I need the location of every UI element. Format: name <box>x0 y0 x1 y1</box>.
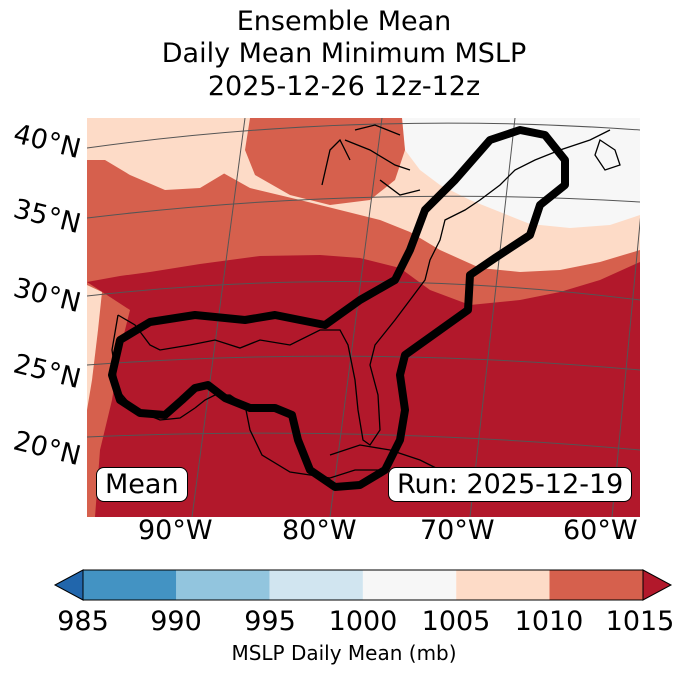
title-line-1: Ensemble Mean <box>236 6 452 37</box>
colorbar-tick-1015: 1015 <box>605 606 675 637</box>
colorbar-frame <box>82 569 644 601</box>
colorbar-995-1000 <box>269 570 363 600</box>
colorbar-extend-high <box>642 569 673 601</box>
mean-label-box: Mean <box>96 467 188 502</box>
colorbar-1010-1015 <box>549 570 643 600</box>
mean-contour <box>108 126 569 491</box>
meridian-80W <box>329 118 383 517</box>
band-1000-1005 <box>402 118 640 228</box>
parallel-25N <box>87 355 640 371</box>
parallel-30N <box>87 280 640 301</box>
lon-label-90w: 90°W <box>138 515 213 546</box>
run-date-box: Run: 2025-12-19 <box>388 467 633 502</box>
newfoundland <box>594 138 621 171</box>
band-1010-1015-nw <box>245 118 405 205</box>
band-1005-1010-west <box>87 285 102 410</box>
colorbar-990-995 <box>176 570 270 600</box>
lon-label-70w: 70°W <box>420 515 495 546</box>
lon-label-80w: 80°W <box>282 515 357 546</box>
great-lakes <box>321 124 421 196</box>
colorbar-1000-1005 <box>362 570 457 600</box>
meridian-60W <box>611 217 640 517</box>
colorbar-tick-985: 985 <box>57 606 109 637</box>
colorbar-extend-low <box>53 569 84 601</box>
colorbar-985-990 <box>83 570 177 600</box>
lon-label-60w: 60°W <box>563 515 638 546</box>
band-1005-1010-nw <box>87 118 250 190</box>
graticule <box>87 118 640 517</box>
colorbar <box>53 569 673 601</box>
parallel-35N <box>87 195 640 219</box>
meridian-70W <box>469 118 516 517</box>
colorbar-tick-1010: 1010 <box>514 606 584 637</box>
gulf-coast <box>117 129 611 446</box>
colorbar-label: MSLP Daily Mean (mb) <box>231 641 457 665</box>
yucatan-coast <box>194 394 380 479</box>
colorbar-tick-1000: 1000 <box>328 606 398 637</box>
colorbar-tick-990: 990 <box>150 606 202 637</box>
colorbar-tick-1005: 1005 <box>421 606 491 637</box>
colorbar-1005-1010 <box>456 570 550 600</box>
title-line-3: 2025-12-26 12z-12z <box>207 71 481 102</box>
title-line-2: Daily Mean Minimum MSLP <box>161 38 527 69</box>
colorbar-tick-995: 995 <box>244 606 296 637</box>
parallel-40N <box>87 122 640 149</box>
cuba <box>329 444 441 471</box>
